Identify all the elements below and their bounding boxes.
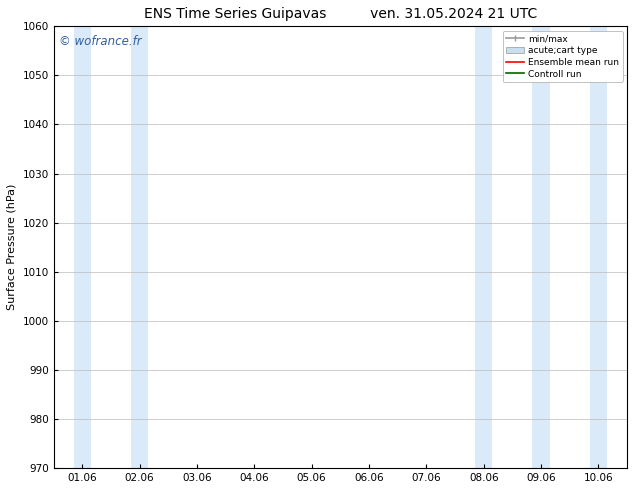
- Bar: [131, 26, 148, 468]
- Title: ENS Time Series Guipavas          ven. 31.05.2024 21 UTC: ENS Time Series Guipavas ven. 31.05.2024…: [144, 7, 537, 21]
- Y-axis label: Surface Pressure (hPa): Surface Pressure (hPa): [7, 184, 17, 311]
- Text: © wofrance.fr: © wofrance.fr: [60, 35, 142, 48]
- Legend: min/max, acute;cart type, Ensemble mean run, Controll run: min/max, acute;cart type, Ensemble mean …: [503, 31, 623, 82]
- Bar: [590, 26, 607, 468]
- Bar: [475, 26, 492, 468]
- Bar: [74, 26, 91, 468]
- Bar: [533, 26, 550, 468]
